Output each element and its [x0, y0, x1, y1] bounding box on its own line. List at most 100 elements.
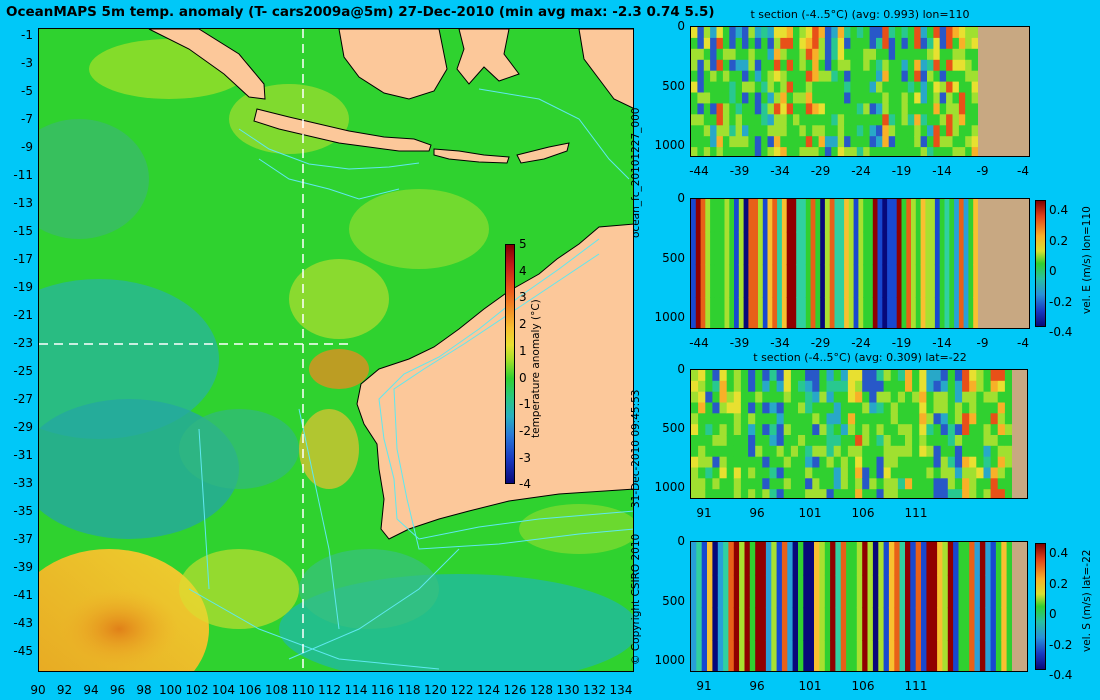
t-section-lon110-cell [895, 70, 903, 83]
vel-e-section-cell [920, 199, 926, 233]
t-section-lat-22-cell [826, 380, 835, 393]
t-section-lon110-cell [793, 27, 800, 39]
vel-e-section-cell [839, 264, 845, 298]
t-section-lat-22-cell [769, 370, 778, 382]
t-section-lon110-cell [939, 114, 947, 126]
t-section-lat-22-cell [798, 435, 806, 447]
section-x-tick: -9 [976, 336, 989, 350]
t-section-lon110-cell [703, 147, 711, 156]
vel-s-section-cell [691, 607, 697, 641]
t-section-lat-22-cell [790, 478, 799, 490]
map-y-tick: -3 [21, 56, 33, 70]
t-section-lon110-cell [710, 37, 718, 50]
vel-s-section-cell [937, 640, 943, 671]
t-section-lat-22-cell [905, 370, 913, 382]
vel-e-section-cell [743, 231, 749, 266]
vel-s-section-cell [840, 607, 847, 641]
t-section-lon110-cell [850, 37, 858, 50]
t-section-lon110-cell [812, 81, 820, 94]
t-section-lon110-cell [735, 48, 743, 61]
vel-s-section-cell [942, 574, 949, 609]
t-section-lat-22-cell [969, 424, 977, 436]
t-section-lat-22-cell [798, 424, 806, 436]
t-section-lon110-cell [729, 92, 737, 104]
t-section-lat-22-cell [890, 478, 899, 490]
t-section-lon110-cell [946, 81, 954, 94]
t-section-lon110-cell [863, 114, 871, 126]
vel-s-section-cell [691, 542, 697, 576]
t-section-lon110-cell [824, 27, 832, 39]
t-section-lat-22-cell [698, 391, 706, 404]
t-section-lon110-cell [691, 147, 698, 156]
vel-s-section-cell [878, 542, 885, 576]
vel-e-section-cell [887, 199, 893, 233]
map-x-tick: 106 [238, 683, 262, 697]
t-section-lat-22-cell [969, 402, 977, 414]
temperature-colorbar-label: temperature anomaly (°C) [530, 299, 542, 438]
t-section-lat-22-cell [740, 391, 749, 404]
vel-e-section-cell [930, 231, 936, 266]
vel-e-section-cell [944, 199, 950, 233]
vel-s-section-cell [958, 542, 965, 576]
vel-s-section-cell [990, 640, 997, 671]
vel-s-section-cell [963, 607, 970, 641]
t-section-lon110-cell [754, 125, 762, 137]
t-section-lon110-cell [946, 48, 954, 61]
t-section-lon110-cell [927, 70, 934, 83]
vel-s-section-cell [765, 640, 772, 671]
t-section-lon110-cell [933, 81, 941, 94]
vel-e-section-cell [968, 199, 974, 233]
t-section-lon110-cell [952, 70, 960, 83]
t-section-lat-22-cell [748, 467, 756, 479]
t-section-lon110-cell [729, 114, 737, 126]
t-section-lat-22-cell [933, 467, 942, 479]
t-section-lon110-cell [895, 136, 903, 148]
t-section-lon110-cell [799, 103, 807, 115]
vel-s-section-cell [803, 542, 810, 576]
t-section-lon110-cell [742, 70, 749, 83]
t-section-lon110-cell [697, 70, 705, 83]
t-section-lat-22-cell [798, 489, 806, 498]
vel-s-section-cell [872, 542, 879, 576]
t-section-lon110-cell [824, 92, 832, 104]
vel-e-section-cell [705, 231, 711, 266]
vel-e-section-cell [863, 199, 869, 233]
t-section-lat-22-cell [997, 467, 1006, 479]
t-section-lon110-cell [837, 27, 845, 39]
t-section-lon110-cell [691, 92, 698, 104]
t-section-lat-22-cell [798, 456, 806, 469]
t-section-lat-22-cell [691, 402, 699, 414]
vel-e-section-cell [872, 231, 879, 266]
vel-e-section-cell [824, 264, 831, 298]
t-section-lat-22-cell [869, 402, 877, 414]
t-section-lon110-cell [952, 81, 960, 94]
t-section-lon110-cell [933, 147, 941, 156]
vel-s-section-cell [798, 607, 804, 641]
vel-e-section-cell [767, 199, 773, 233]
t-section-lat-22-cell [954, 413, 963, 425]
t-section-lon110-cell [793, 103, 800, 115]
t-section-lon110-cell [754, 48, 762, 61]
section-y-tick: 1000 [654, 138, 685, 153]
vel-s-section-cell [883, 574, 890, 609]
t-section-lat-22-cell [826, 478, 835, 490]
t-section-lat-22-cell [983, 413, 992, 425]
vel-s-section-cell [1006, 607, 1013, 641]
vel-e-section-cell [882, 297, 888, 328]
t-section-lat-22-cell [740, 380, 749, 393]
t-section-lat-22-cell [990, 370, 999, 382]
t-section-lon110-cell [882, 81, 890, 94]
vel-s-section-cell [1001, 640, 1008, 671]
section-x-tick: -19 [891, 164, 912, 178]
t-section-lat-22-cell [926, 435, 935, 447]
section-x-tick: -14 [932, 164, 952, 178]
t-section-lat-22-cell [890, 402, 899, 414]
vel-s-section-cell [979, 607, 986, 641]
t-section-lon110-cell [716, 114, 724, 126]
map-x-tick: 100 [159, 683, 182, 697]
vel-e-colorbar-label: vel. E (m/s) lon=110 [1081, 206, 1093, 314]
vel-s-section-cell [733, 542, 740, 576]
t-section-lon110-cell [799, 81, 807, 94]
t-section-lat-22-cell [954, 467, 963, 479]
vel-s-section-cell [915, 542, 922, 576]
